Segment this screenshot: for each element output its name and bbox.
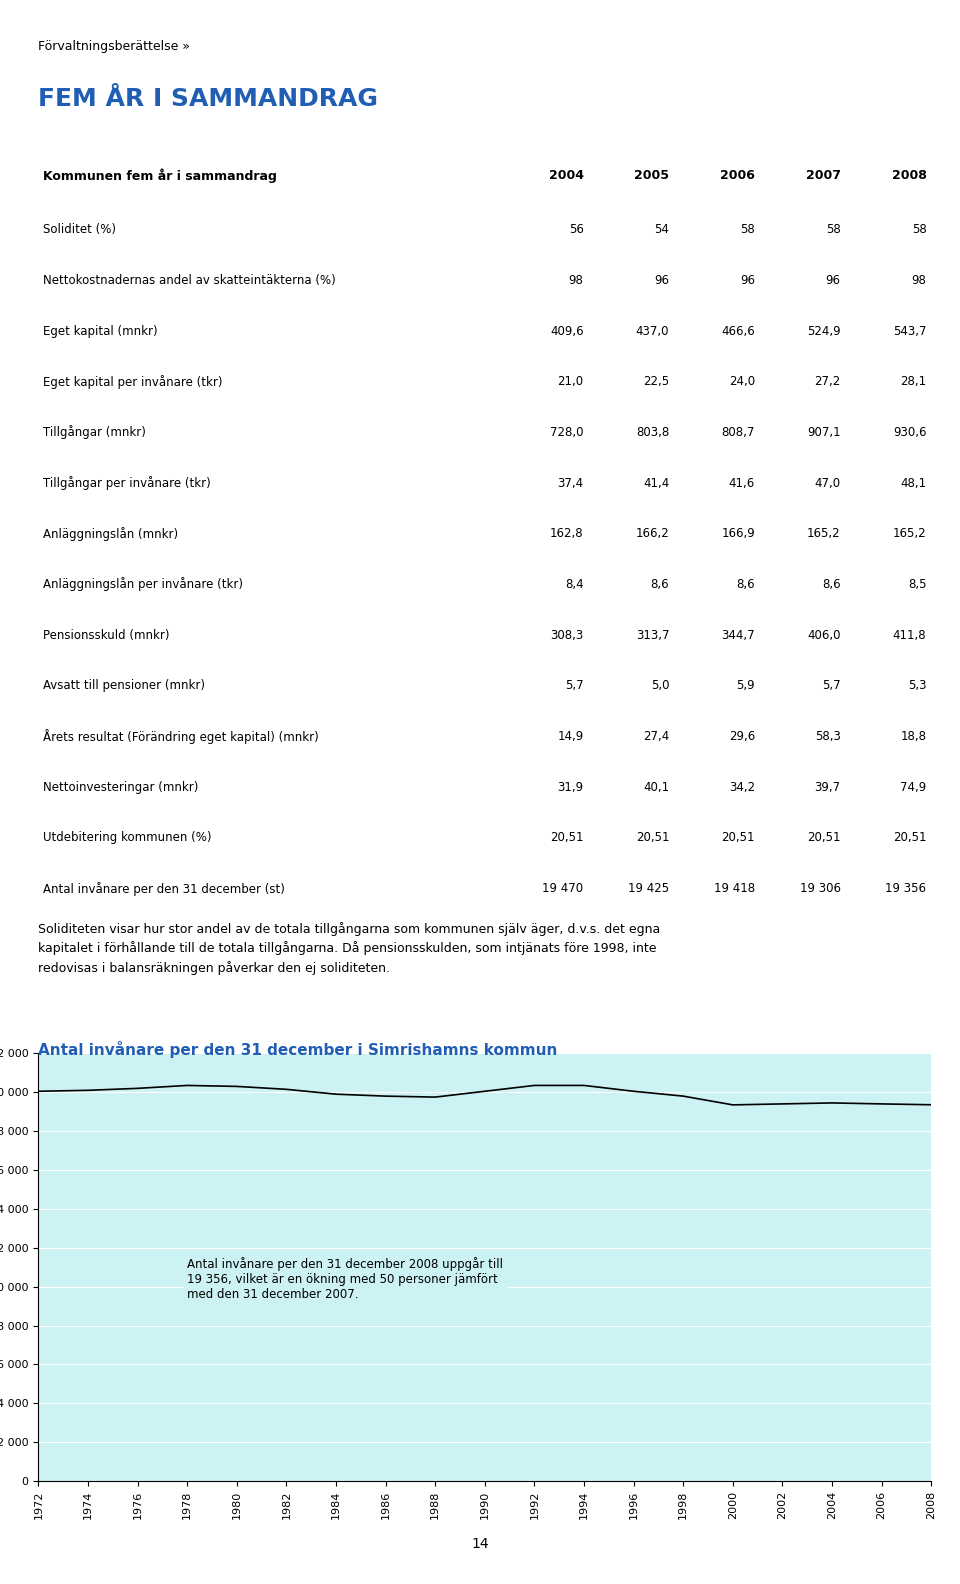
Text: 8,5: 8,5 [908,578,926,591]
Text: 19 418: 19 418 [714,882,755,895]
Text: 48,1: 48,1 [900,477,926,489]
Text: 34,2: 34,2 [729,781,755,794]
Text: 19 425: 19 425 [628,882,669,895]
Text: 40,1: 40,1 [643,781,669,794]
Text: Antal invånare per den 31 december i Simrishamns kommun: Antal invånare per den 31 december i Sim… [38,1041,558,1058]
Text: 58: 58 [826,223,841,236]
Text: 18,8: 18,8 [900,730,926,743]
Text: 344,7: 344,7 [721,629,755,642]
Text: FEM ÅR I SAMMANDRAG: FEM ÅR I SAMMANDRAG [38,87,378,111]
Text: 808,7: 808,7 [722,426,755,439]
Text: 41,4: 41,4 [643,477,669,489]
Text: 54: 54 [655,223,669,236]
Text: 58: 58 [740,223,755,236]
Text: Nettokostnadernas andel av skatteintäkterna (%): Nettokostnadernas andel av skatteintäkte… [43,274,336,287]
Text: 56: 56 [568,223,584,236]
Text: 20,51: 20,51 [893,832,926,844]
Text: Eget kapital (mnkr): Eget kapital (mnkr) [43,325,157,337]
Text: 47,0: 47,0 [815,477,841,489]
Text: 2008: 2008 [892,169,926,182]
Text: 411,8: 411,8 [893,629,926,642]
Text: 27,2: 27,2 [814,375,841,388]
Text: 20,51: 20,51 [636,832,669,844]
Text: Antal invånare per den 31 december (st): Antal invånare per den 31 december (st) [43,882,285,895]
Text: Tillgångar per invånare (tkr): Tillgångar per invånare (tkr) [43,477,211,489]
Text: Årets resultat (Förändring eget kapital) (mnkr): Årets resultat (Förändring eget kapital)… [43,729,319,744]
Text: 8,6: 8,6 [651,578,669,591]
Text: 5,0: 5,0 [651,680,669,692]
Text: 19 470: 19 470 [542,882,584,895]
Text: 2006: 2006 [720,169,755,182]
Text: 907,1: 907,1 [807,426,841,439]
Text: 5,7: 5,7 [564,680,584,692]
Text: 437,0: 437,0 [636,325,669,337]
Text: Pensionsskuld (mnkr): Pensionsskuld (mnkr) [43,629,170,642]
Text: 8,6: 8,6 [736,578,755,591]
Text: 74,9: 74,9 [900,781,926,794]
Text: 58: 58 [912,223,926,236]
Text: 96: 96 [655,274,669,287]
Text: 19 306: 19 306 [800,882,841,895]
Text: 728,0: 728,0 [550,426,584,439]
Text: 165,2: 165,2 [807,527,841,540]
Text: Anläggningslån per invånare (tkr): Anläggningslån per invånare (tkr) [43,578,243,591]
Text: Förvaltningsberättelse »: Förvaltningsberättelse » [38,40,190,52]
Text: 19 356: 19 356 [885,882,926,895]
Text: Antal invånare per den 31 december 2008 uppgår till
19 356, vilket är en ökning : Antal invånare per den 31 december 2008 … [187,1258,503,1302]
Text: 27,4: 27,4 [643,730,669,743]
Text: 5,9: 5,9 [736,680,755,692]
Text: 58,3: 58,3 [815,730,841,743]
Text: Avsatt till pensioner (mnkr): Avsatt till pensioner (mnkr) [43,680,205,692]
Text: 96: 96 [826,274,841,287]
Text: 166,2: 166,2 [636,527,669,540]
Text: 2007: 2007 [805,169,841,182]
Text: 98: 98 [568,274,584,287]
Text: Soliditet (%): Soliditet (%) [43,223,116,236]
Text: 24,0: 24,0 [729,375,755,388]
Text: 20,51: 20,51 [550,832,584,844]
Text: 406,0: 406,0 [807,629,841,642]
Text: Nettoinvesteringar (mnkr): Nettoinvesteringar (mnkr) [43,781,199,794]
Text: Soliditeten visar hur stor andel av de totala tillgångarna som kommunen själv äg: Soliditeten visar hur stor andel av de t… [38,922,660,974]
Text: 2004: 2004 [548,169,584,182]
Text: Utdebitering kommunen (%): Utdebitering kommunen (%) [43,832,212,844]
Text: 37,4: 37,4 [558,477,584,489]
Text: 28,1: 28,1 [900,375,926,388]
Text: 165,2: 165,2 [893,527,926,540]
Text: 29,6: 29,6 [729,730,755,743]
Text: 31,9: 31,9 [558,781,584,794]
Text: 8,4: 8,4 [564,578,584,591]
Text: Anläggningslån (mnkr): Anläggningslån (mnkr) [43,527,179,540]
Text: 96: 96 [740,274,755,287]
Text: 20,51: 20,51 [722,832,755,844]
Text: 14: 14 [471,1538,489,1551]
Text: 20,51: 20,51 [807,832,841,844]
Text: 98: 98 [912,274,926,287]
Text: 524,9: 524,9 [807,325,841,337]
Text: 41,6: 41,6 [729,477,755,489]
Text: 21,0: 21,0 [558,375,584,388]
Text: 409,6: 409,6 [550,325,584,337]
Text: 166,9: 166,9 [721,527,755,540]
Text: 39,7: 39,7 [815,781,841,794]
Text: 308,3: 308,3 [550,629,584,642]
Text: Eget kapital per invånare (tkr): Eget kapital per invånare (tkr) [43,375,223,388]
Text: 8,6: 8,6 [822,578,841,591]
Text: 930,6: 930,6 [893,426,926,439]
Text: 162,8: 162,8 [550,527,584,540]
Text: 543,7: 543,7 [893,325,926,337]
Text: 313,7: 313,7 [636,629,669,642]
Text: 5,3: 5,3 [908,680,926,692]
Text: Kommunen fem år i sammandrag: Kommunen fem år i sammandrag [43,168,277,184]
Text: 22,5: 22,5 [643,375,669,388]
Text: Tillgångar (mnkr): Tillgångar (mnkr) [43,426,146,439]
Text: 466,6: 466,6 [721,325,755,337]
Text: 14,9: 14,9 [558,730,584,743]
Text: 2005: 2005 [635,169,669,182]
Text: 803,8: 803,8 [636,426,669,439]
Text: 5,7: 5,7 [822,680,841,692]
